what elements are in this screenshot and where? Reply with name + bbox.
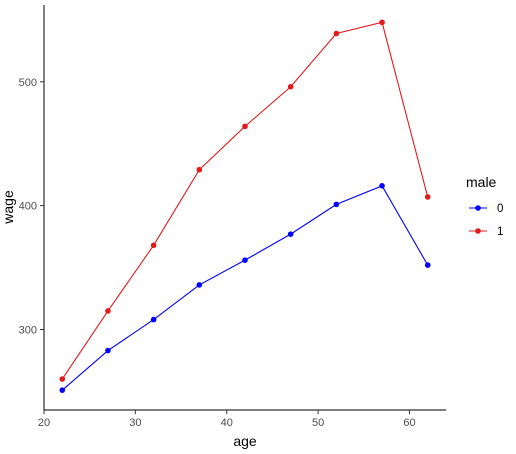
data-point	[150, 316, 157, 323]
data-point	[59, 387, 66, 393]
data-point	[379, 19, 385, 26]
data-point	[242, 123, 248, 130]
data-point	[287, 83, 294, 90]
x-axis-title: age	[233, 433, 257, 449]
data-point	[379, 183, 385, 189]
data-point	[59, 376, 66, 382]
axes	[43, 5, 446, 411]
x-tick-label: 60	[403, 417, 415, 429]
legend-item: 1	[469, 226, 503, 238]
series-line	[61, 185, 429, 391]
data-point	[105, 347, 111, 354]
data-point	[105, 308, 111, 314]
x-tick-label: 20	[38, 417, 50, 429]
legend-title: male	[466, 174, 497, 190]
y-tick-label: 300	[19, 324, 37, 336]
legend-item: 0	[469, 203, 503, 215]
data-point	[424, 262, 431, 268]
legend-key-point	[475, 228, 481, 234]
x-tick-label: 30	[129, 417, 141, 429]
y-tick-label: 400	[19, 201, 37, 213]
x-tick-label: 50	[312, 417, 324, 429]
data-point	[333, 30, 340, 37]
x-tick-label: 40	[221, 417, 233, 429]
data-point	[242, 257, 248, 263]
data-point	[333, 201, 340, 208]
data-point	[287, 231, 294, 237]
series-layer	[59, 19, 431, 393]
x-ticks: 20 30 40 50 60	[38, 410, 416, 429]
legend-label: 0	[497, 203, 503, 215]
series-0	[59, 183, 431, 393]
legend: male 01	[466, 174, 503, 238]
series-line	[61, 21, 429, 380]
y-tick-label: 500	[19, 77, 37, 89]
data-point	[196, 282, 203, 288]
legend-key-point	[475, 205, 481, 211]
y-axis-title: wage	[0, 190, 16, 225]
data-point	[196, 166, 203, 173]
data-point	[150, 242, 157, 249]
legend-label: 1	[497, 226, 503, 238]
legend-items: 01	[469, 203, 503, 238]
data-point	[424, 194, 431, 200]
y-ticks: 300 400 500	[19, 77, 44, 336]
series-1	[59, 19, 431, 382]
